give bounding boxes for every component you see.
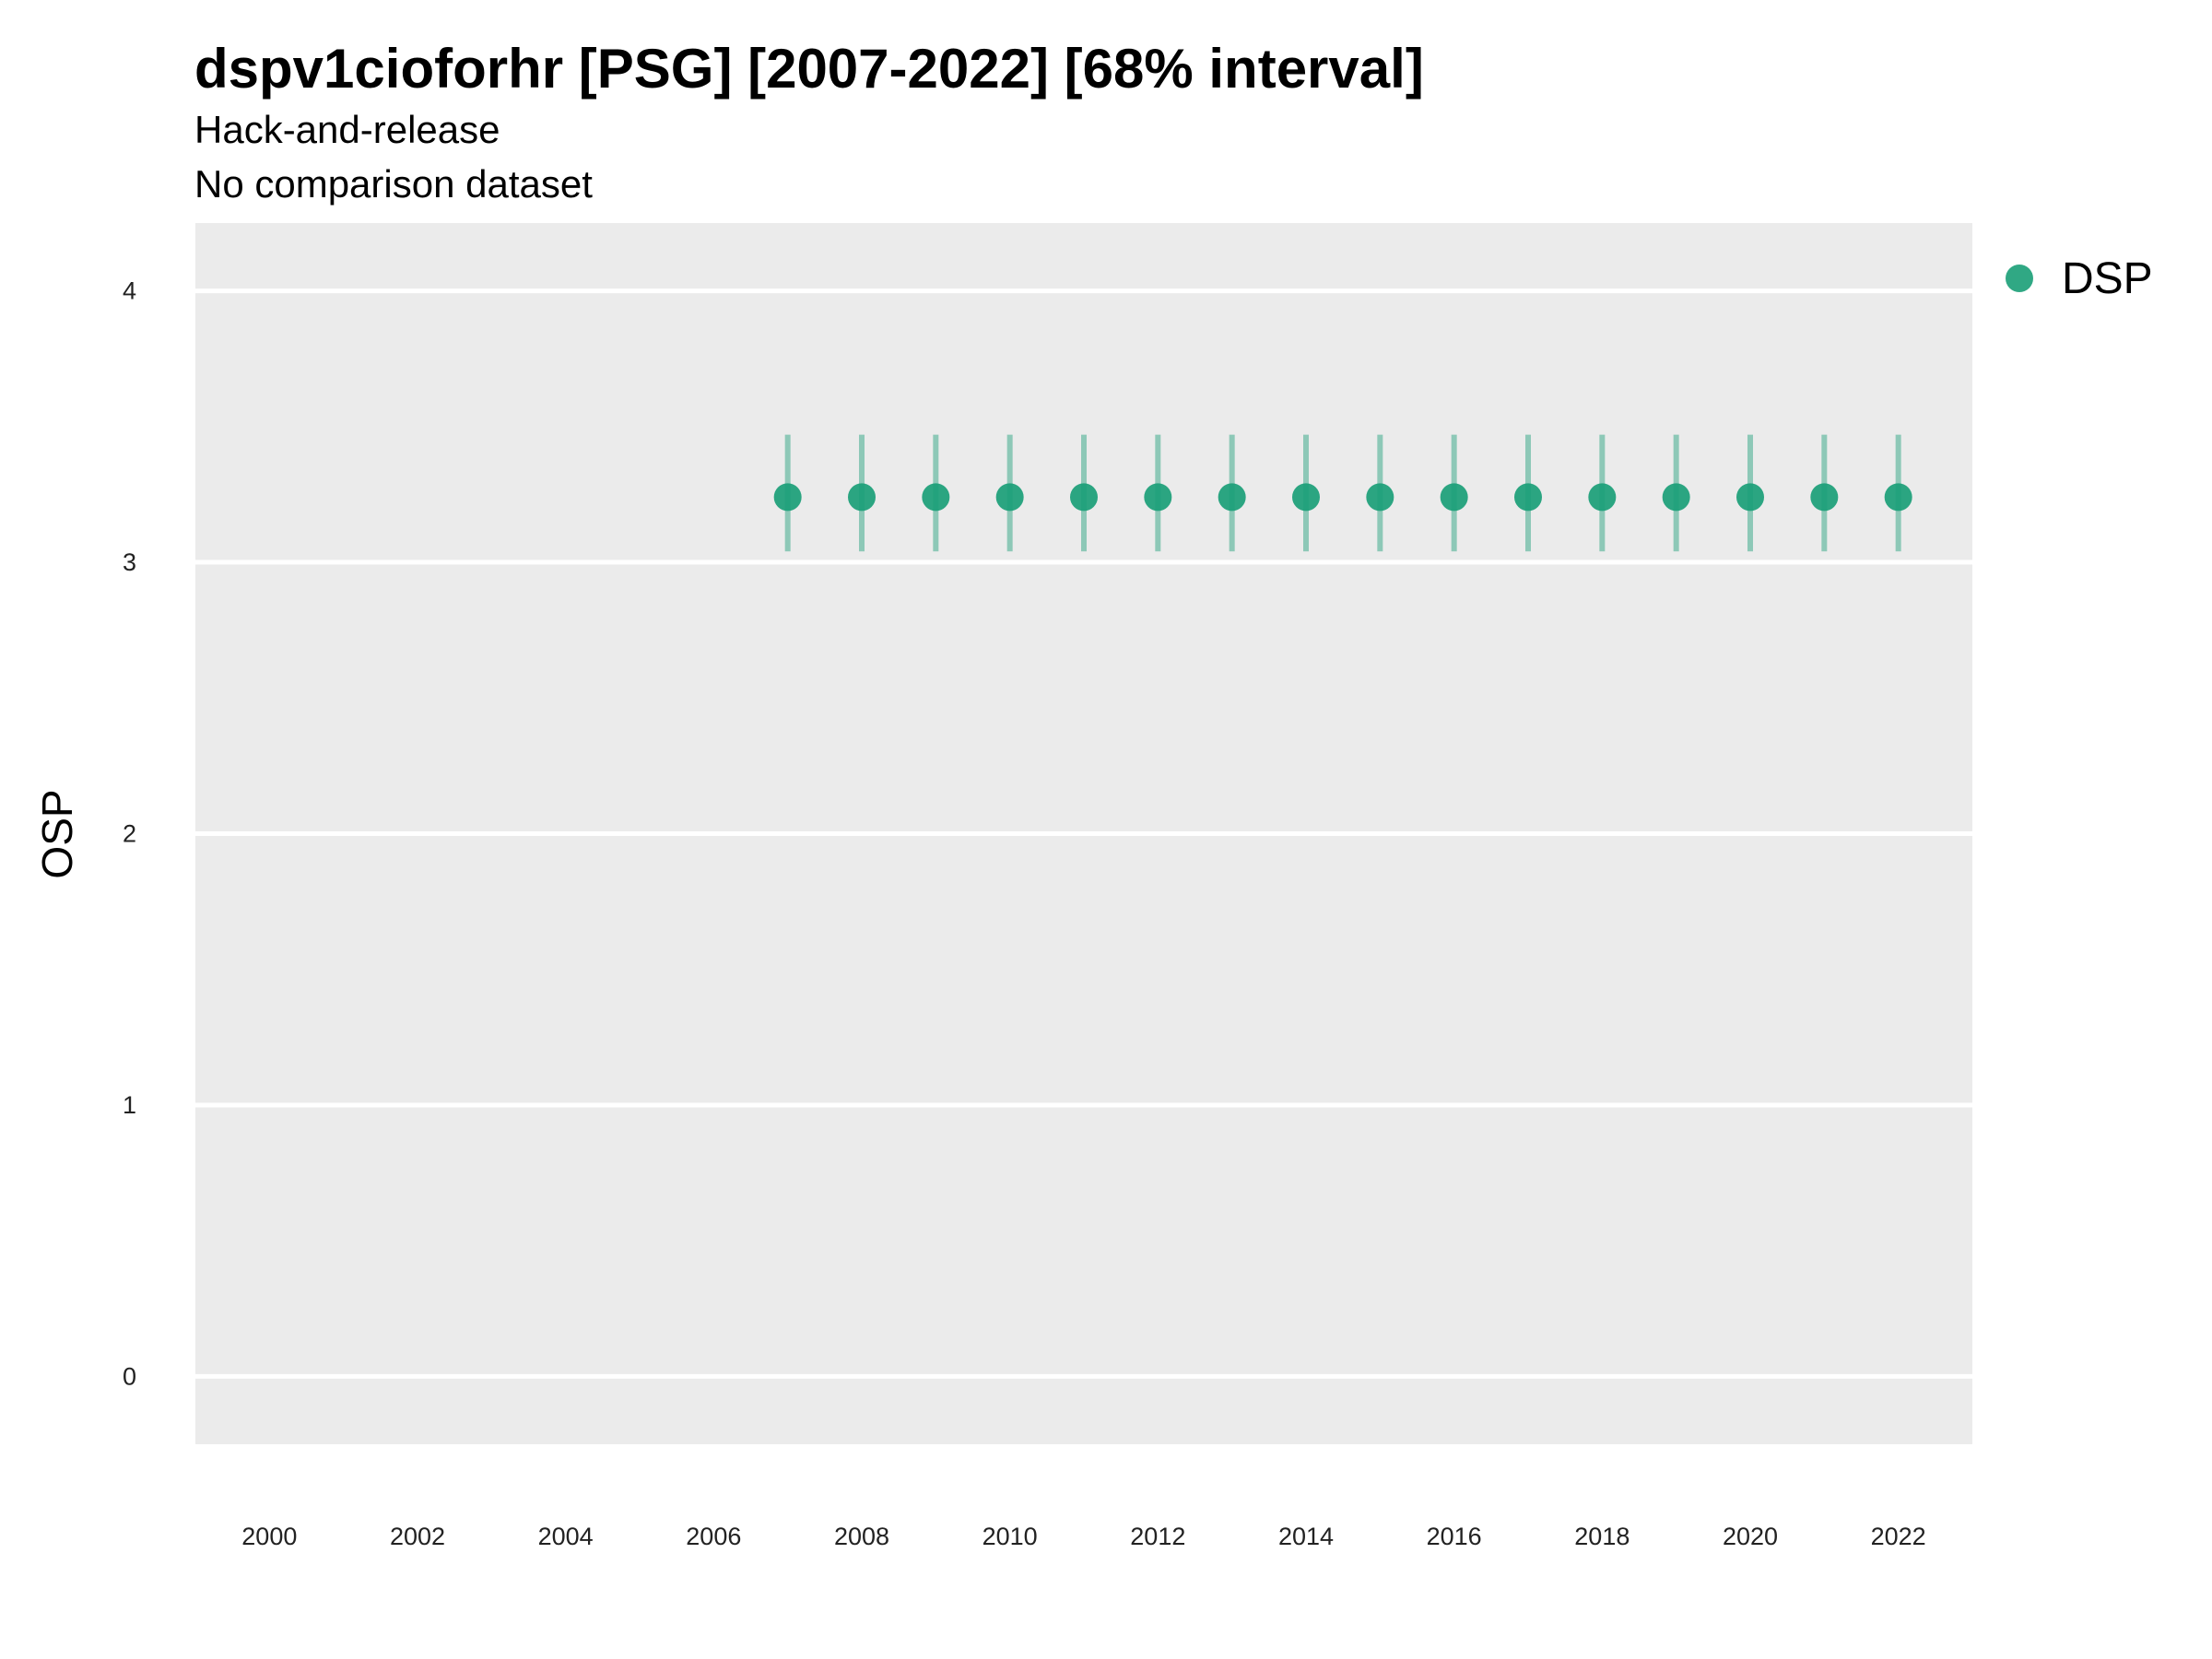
point-2018	[1588, 483, 1617, 512]
point-2007	[773, 483, 802, 512]
x-tick-label-2012: 2012	[1130, 1523, 1185, 1550]
y-axis-title: OSP	[33, 789, 81, 878]
x-tick-label-2016: 2016	[1427, 1523, 1482, 1550]
point-2013	[1218, 483, 1246, 512]
point-2021	[1810, 483, 1839, 512]
gridlines	[195, 288, 1972, 1379]
x-tick-label-2014: 2014	[1278, 1523, 1334, 1550]
point-2012	[1144, 483, 1172, 512]
x-tick-label-2018: 2018	[1574, 1523, 1630, 1550]
point-2017	[1514, 483, 1542, 512]
point-2008	[848, 483, 876, 512]
x-axis-ticks: 2000 2002 2004 2006 2008 2010 2012 2014 2016 2018…	[241, 1523, 1925, 1550]
point-2016	[1440, 483, 1468, 512]
x-tick-label-2000: 2000	[241, 1523, 297, 1550]
y-tick-label-2: 2	[123, 820, 136, 848]
x-tick-label-2010: 2010	[982, 1523, 1038, 1550]
y-tick-label-0: 0	[123, 1362, 136, 1390]
x-tick-label-2004: 2004	[538, 1523, 594, 1550]
y-tick-label-3: 3	[123, 548, 136, 576]
x-tick-label-2020: 2020	[1723, 1523, 1778, 1550]
point-2014	[1292, 483, 1320, 512]
x-tick-label-2002: 2002	[390, 1523, 445, 1550]
point-2019	[1662, 483, 1690, 512]
point-2020	[1736, 483, 1764, 512]
data-marks	[773, 434, 1912, 552]
point-2015	[1366, 483, 1394, 512]
legend-dsp-label: DSP	[2062, 254, 2153, 303]
point-2010	[995, 483, 1024, 512]
chart-title: dspv1cioforhr [PSG] [2007-2022] [68% int…	[194, 38, 1424, 100]
x-tick-label-2006: 2006	[686, 1523, 741, 1550]
point-2009	[922, 483, 950, 512]
y-axis-ticks: 0 1 2 3 4	[123, 277, 136, 1391]
chart-subtitle-line-2: No comparison dataset	[194, 162, 593, 206]
legend: DSP	[2006, 254, 2153, 303]
legend-dsp-swatch	[2006, 265, 2033, 292]
y-tick-label-1: 1	[123, 1091, 136, 1119]
y-tick-label-4: 4	[123, 277, 136, 305]
chart-subtitle-line-1: Hack-and-release	[194, 108, 500, 151]
x-tick-label-2008: 2008	[834, 1523, 889, 1550]
point-2011	[1070, 483, 1098, 512]
point-2022	[1884, 483, 1912, 512]
x-tick-label-2022: 2022	[1871, 1523, 1926, 1550]
